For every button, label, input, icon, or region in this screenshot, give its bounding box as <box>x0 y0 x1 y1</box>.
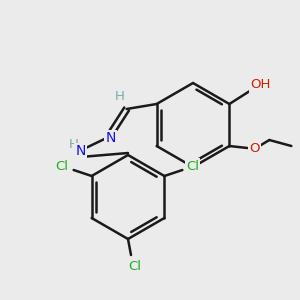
Text: Cl: Cl <box>55 160 68 172</box>
Text: N: N <box>105 131 116 145</box>
Text: N: N <box>75 144 86 158</box>
Text: Cl: Cl <box>186 160 199 172</box>
Text: Cl: Cl <box>128 260 142 274</box>
Text: H: H <box>69 137 79 151</box>
Text: OH: OH <box>250 79 271 92</box>
Text: H: H <box>115 91 124 103</box>
Text: O: O <box>249 142 260 154</box>
